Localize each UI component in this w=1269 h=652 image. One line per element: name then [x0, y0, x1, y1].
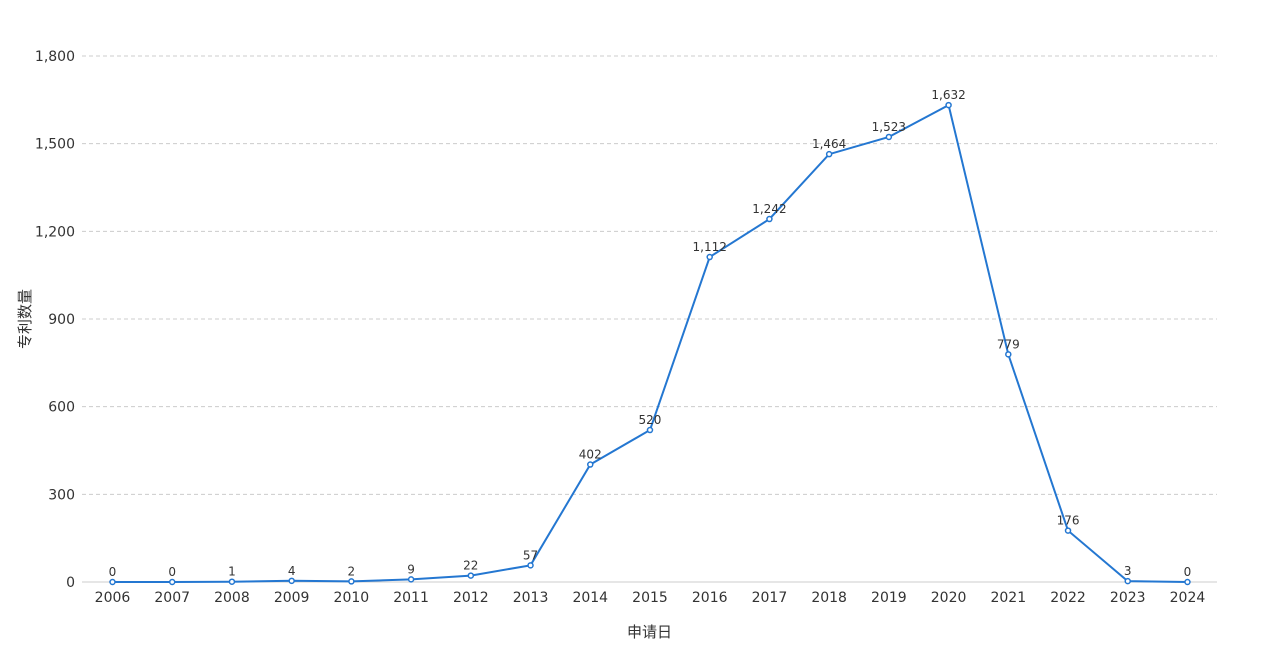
- y-tick-label: 900: [48, 312, 75, 328]
- x-tick-label: 2018: [811, 590, 847, 606]
- data-label: 176: [1057, 514, 1080, 528]
- data-point: [168, 578, 176, 586]
- x-tick-label: 2009: [274, 590, 310, 606]
- data-label: 1,112: [693, 240, 727, 254]
- data-labels: 0 0 1 4 2 9 22 57 402 520 1,112 1,242 1,464 1,523 1,63…: [109, 88, 1192, 579]
- data-point: [1064, 527, 1072, 534]
- y-tick-label: 600: [48, 400, 75, 416]
- x-tick-label: 2020: [931, 590, 967, 606]
- data-label: 0: [168, 565, 176, 579]
- x-tick-label: 2017: [752, 590, 788, 606]
- x-tick-label: 2021: [990, 590, 1026, 606]
- data-point: [288, 577, 295, 585]
- x-tick-label: 2008: [214, 590, 250, 606]
- data-label: 1,632: [931, 88, 965, 102]
- y-axis-title: 专利数量: [16, 289, 34, 349]
- data-point: [467, 572, 475, 579]
- data-point: [1184, 578, 1191, 586]
- data-label: 1,523: [872, 120, 906, 134]
- data-label: 1,464: [812, 137, 846, 151]
- data-point: [825, 150, 833, 158]
- data-point: [1124, 577, 1131, 585]
- data-point: [1005, 351, 1012, 358]
- data-label: 9: [407, 562, 415, 576]
- y-tick-label: 1,500: [35, 137, 75, 153]
- x-tick-label: 2016: [692, 590, 728, 606]
- x-tick-label: 2011: [393, 590, 429, 606]
- x-tick-label: 2010: [334, 590, 370, 606]
- x-tick-label: 2012: [453, 590, 489, 606]
- data-label: 22: [463, 559, 478, 573]
- x-axis-title: 申请日: [627, 623, 672, 641]
- data-label: 4: [288, 564, 296, 578]
- data-point: [885, 133, 893, 141]
- y-tick-label: 300: [48, 487, 75, 503]
- data-label: 0: [109, 565, 117, 579]
- data-label: 779: [997, 337, 1020, 351]
- data-point: [348, 578, 355, 585]
- y-tick-label: 1,200: [35, 224, 75, 240]
- data-point: [706, 253, 713, 261]
- x-tick-label: 2007: [154, 590, 190, 606]
- data-point: [407, 576, 415, 583]
- x-tick-label: 2014: [572, 590, 608, 606]
- y-tick-label: 0: [66, 575, 75, 591]
- data-point: [228, 578, 236, 585]
- data-label: 1: [228, 565, 236, 579]
- data-label: 1,242: [752, 202, 786, 216]
- series-line: [112, 103, 1188, 583]
- y-tick-label: 1,800: [35, 49, 75, 65]
- data-point: [945, 101, 952, 109]
- data-label: 0: [1184, 565, 1192, 579]
- x-tick-label: 2015: [632, 590, 668, 606]
- gridlines: [82, 55, 1217, 495]
- data-label: 2: [348, 564, 356, 578]
- x-tick-label: 2024: [1170, 590, 1206, 606]
- data-label: 520: [639, 413, 662, 427]
- x-tick-label: 2023: [1110, 590, 1146, 606]
- x-tick-label: 2006: [95, 590, 131, 606]
- x-tick-label: 2019: [871, 590, 907, 606]
- data-point: [646, 426, 654, 434]
- data-label: 57: [523, 548, 538, 562]
- y-axis: 0 300 600 900 1,200 1,500 1,800: [35, 49, 75, 591]
- x-axis: 2006 2007 2008 2009 2010 2011 2012 2013 2014 2015…: [95, 590, 1206, 606]
- data-point: [587, 461, 594, 468]
- x-tick-label: 2022: [1050, 590, 1086, 606]
- data-label: 402: [579, 448, 602, 462]
- data-point: [109, 578, 116, 586]
- data-point: [527, 562, 534, 569]
- data-points: [109, 101, 1191, 586]
- x-tick-label: 2013: [513, 590, 549, 606]
- data-point: [766, 215, 773, 223]
- data-label: 3: [1124, 564, 1132, 578]
